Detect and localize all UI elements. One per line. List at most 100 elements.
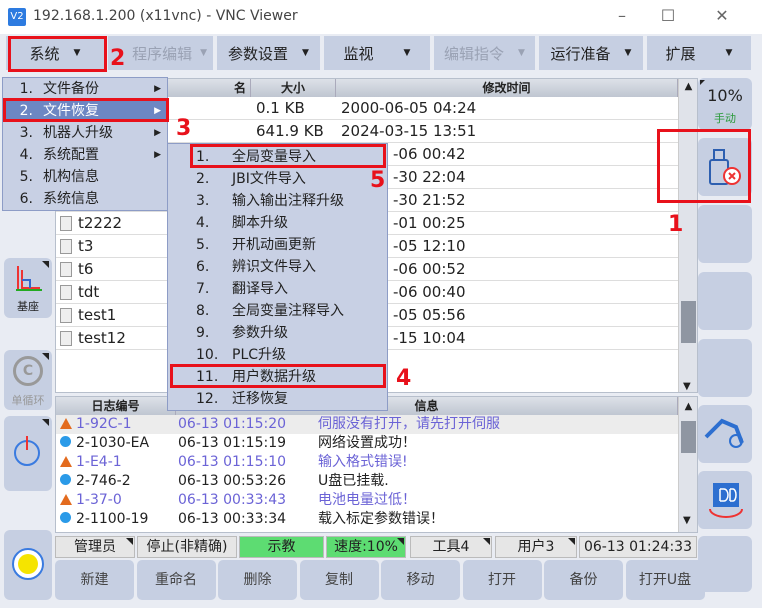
close-button[interactable]: ✕ xyxy=(715,6,729,25)
file-name: t6 xyxy=(78,260,94,278)
menu-item-number: 10. xyxy=(196,347,219,363)
system-menu-item[interactable]: 3. 机器人升级 ▶ xyxy=(3,122,167,144)
cycle-button[interactable]: C 单循环 xyxy=(4,350,52,410)
file-size: 0.1 KB xyxy=(256,99,305,117)
menu-item-label: 用户数据升级 xyxy=(232,369,316,385)
file-name: t3 xyxy=(78,237,94,255)
menu-item-number: 9. xyxy=(196,325,210,341)
restore-menu-item[interactable]: 12. 迁移恢复 xyxy=(168,388,387,410)
restore-menu-item[interactable]: 9. 参数升级 xyxy=(168,322,387,344)
3d-view-button[interactable] xyxy=(698,471,752,529)
log-row[interactable]: 1-37-0 06-13 00:33:43 电池电量过低！ xyxy=(56,491,678,510)
menu-label: 编辑指令 xyxy=(444,44,505,63)
action-button-6[interactable]: 备份 xyxy=(544,560,623,600)
log-code: 1-37-0 xyxy=(76,492,122,508)
system-menu-item[interactable]: 4. 系统配置 ▶ xyxy=(3,144,167,166)
menu-item-label: 辨识文件导入 xyxy=(232,259,316,275)
restore-menu-item[interactable]: 2. JBI文件导入 xyxy=(168,168,387,190)
minimize-button[interactable]: – xyxy=(618,6,626,25)
right-empty-button-4[interactable] xyxy=(698,536,752,592)
scrollbar-thumb[interactable] xyxy=(681,421,696,453)
status-light-button[interactable] xyxy=(4,530,52,600)
status-user-frame[interactable]: 用户3 xyxy=(495,536,577,558)
log-row[interactable]: 2-746-2 06-13 00:53:26 U盘已挂载. xyxy=(56,472,678,491)
col-time-header[interactable]: 修改时间 xyxy=(336,79,678,97)
action-button-0[interactable]: 新建 xyxy=(55,560,134,600)
menu-item-number: 4. xyxy=(196,215,210,231)
col-size-header[interactable]: 大小 xyxy=(251,79,336,97)
speed-mode-button[interactable]: 10% 手动 xyxy=(698,78,752,130)
log-row[interactable]: 1-E4-1 06-13 01:15:10 输入格式错误! xyxy=(56,453,678,472)
col-log-code-header[interactable]: 日志编号 xyxy=(56,397,176,415)
menu-system[interactable]: 系统 ▼ xyxy=(6,36,106,70)
action-button-1[interactable]: 重命名 xyxy=(136,560,216,600)
file-time: -06 00:40 xyxy=(393,283,466,301)
base-coord-button[interactable]: 基座 xyxy=(4,258,52,318)
file-time: 2000-06-05 04:24 xyxy=(341,99,477,117)
usb-eject-icon xyxy=(709,149,741,185)
menu-item-number: 4. xyxy=(19,147,33,163)
right-empty-button-3[interactable] xyxy=(698,339,752,397)
menu-params[interactable]: 参数设置 ▼ xyxy=(217,36,322,70)
log-info: 载入标定参数错误！ xyxy=(318,511,444,527)
menu-item-label: 迁移恢复 xyxy=(232,391,288,407)
annotation-box-system xyxy=(8,36,107,72)
file-time: -30 21:52 xyxy=(393,191,466,209)
log-row[interactable]: 2-1100-19 06-13 00:33:34 载入标定参数错误！ xyxy=(56,510,678,529)
restore-menu-item[interactable]: 4. 脚本升级 xyxy=(168,212,387,234)
power-button[interactable] xyxy=(4,416,52,491)
menu-item-number: 1. xyxy=(19,81,33,97)
log-time: 06-13 00:33:34 xyxy=(178,511,287,527)
system-menu-item[interactable]: 6. 系统信息 xyxy=(3,188,167,210)
system-menu-item[interactable]: 1. 文件备份 ▶ xyxy=(3,78,167,100)
status-tool[interactable]: 工具4 xyxy=(410,536,492,558)
menu-item-number: 6. xyxy=(19,191,33,207)
system-menu-item[interactable]: 2. 文件恢复 ▶ xyxy=(3,100,167,122)
restore-menu-item[interactable]: 11. 用户数据升级 xyxy=(168,366,387,388)
status-tool-text: 工具4 xyxy=(432,539,470,555)
right-empty-button-1[interactable] xyxy=(698,205,752,263)
log-row[interactable]: 1-92C-1 06-13 01:15:20 伺服没有打开，请先打开伺服 xyxy=(56,415,678,434)
restore-menu-item[interactable]: 10. PLC升级 xyxy=(168,344,387,366)
file-row[interactable]: 641.9 KB 2024-03-15 13:51 xyxy=(56,120,678,143)
restore-menu-item[interactable]: 3. 输入输出注释升级 xyxy=(168,190,387,212)
restore-menu-item[interactable]: 5. 开机动画更新 xyxy=(168,234,387,256)
log-info: 输入格式错误! xyxy=(318,454,408,470)
restore-menu-item[interactable]: 6. 辨识文件导入 xyxy=(168,256,387,278)
menu-label: 监视 xyxy=(343,44,374,63)
coordinate-icon xyxy=(16,266,42,291)
maximize-button[interactable]: ☐ xyxy=(660,6,676,25)
restore-menu-item[interactable]: 8. 全局变量注释导入 xyxy=(168,300,387,322)
action-button-5[interactable]: 打开 xyxy=(462,560,542,600)
action-button-2[interactable]: 删除 xyxy=(218,560,297,600)
usb-eject-button[interactable] xyxy=(698,138,752,196)
menu-program-edit[interactable]: 程序编辑 ▼ xyxy=(108,36,215,70)
robot-button[interactable] xyxy=(698,405,752,463)
file-name: tdt xyxy=(78,283,100,301)
restore-menu-item[interactable]: 7. 翻译导入 xyxy=(168,278,387,300)
restore-menu-item[interactable]: 1. 全局变量导入 xyxy=(168,146,387,168)
menu-item-number: 3. xyxy=(19,125,33,141)
menu-item-label: 系统配置 xyxy=(43,147,99,163)
menu-item-number: 2. xyxy=(196,171,210,187)
mode-value: 手动 xyxy=(714,112,736,125)
menu-edit-cmd[interactable]: 编辑指令 ▼ xyxy=(434,36,537,70)
file-name: test12 xyxy=(78,329,126,347)
action-button-4[interactable]: 移动 xyxy=(381,560,460,600)
menu-run-prep[interactable]: 运行准备 ▼ xyxy=(539,36,645,70)
log-code: 2-1100-19 xyxy=(76,511,149,527)
right-empty-button-2[interactable] xyxy=(698,272,752,330)
log-row[interactable]: 2-1030-EA 06-13 01:15:19 网络设置成功！ xyxy=(56,434,678,453)
menu-monitor[interactable]: 监视 ▼ xyxy=(324,36,432,70)
menu-extend[interactable]: 扩展 ▼ xyxy=(647,36,753,70)
status-speed[interactable]: 速度:10% xyxy=(326,536,406,558)
file-row[interactable]: 0.1 KB 2000-06-05 04:24 xyxy=(56,97,678,120)
status-user[interactable]: 管理员 xyxy=(55,536,135,558)
scrollbar-thumb[interactable] xyxy=(681,301,696,343)
action-button-7[interactable]: 打开U盘 xyxy=(625,560,705,600)
system-menu-item[interactable]: 5. 机构信息 xyxy=(3,166,167,188)
action-button-3[interactable]: 复制 xyxy=(299,560,379,600)
file-scrollbar[interactable]: ▲ ▼ xyxy=(678,79,697,392)
menu-item-number: 6. xyxy=(196,259,210,275)
log-scrollbar[interactable]: ▲ ▼ xyxy=(678,397,697,532)
